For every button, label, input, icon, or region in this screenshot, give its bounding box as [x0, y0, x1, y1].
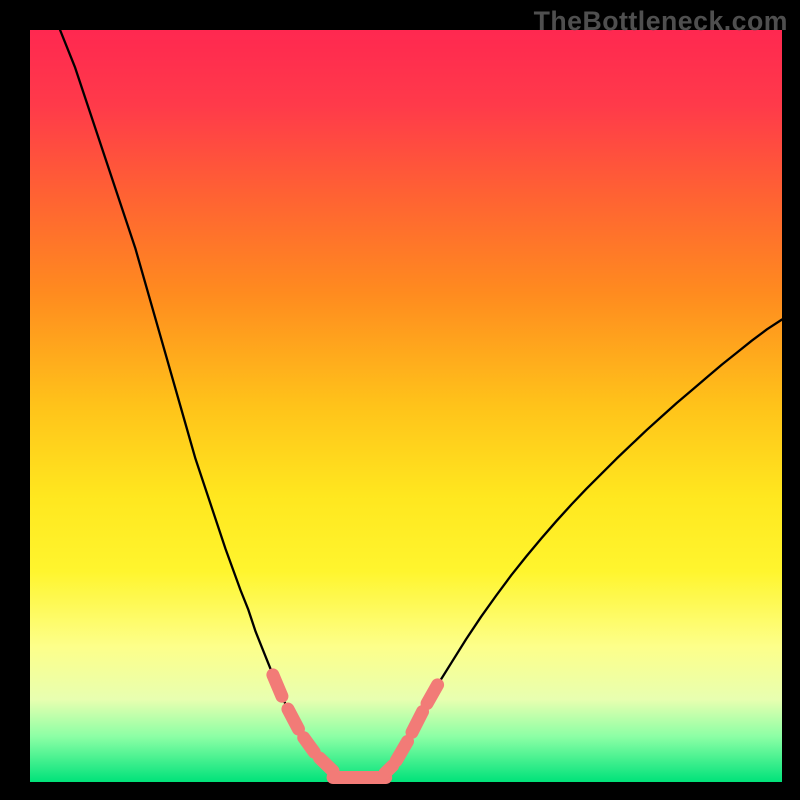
chart-stage: TheBottleneck.com [0, 0, 800, 800]
marker-bead-8 [427, 685, 438, 704]
marker-bead-2 [304, 738, 315, 753]
marker-bead-0 [273, 675, 282, 696]
bottleneck-curve-chart [0, 0, 800, 800]
plot-area [30, 30, 782, 782]
marker-bead-5 [385, 766, 393, 773]
watermark-text: TheBottleneck.com [534, 6, 788, 37]
